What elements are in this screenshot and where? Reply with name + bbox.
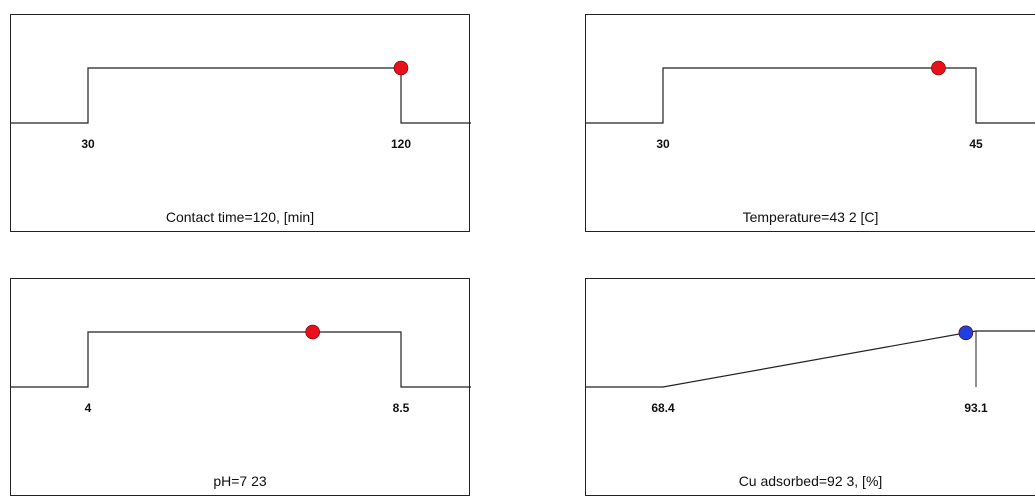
desirability-curve — [11, 67, 471, 124]
tick-label-high: 45 — [969, 137, 983, 151]
tick-label-low: 30 — [81, 137, 95, 151]
panel-temperature: 30 45 Temperature=43 2 [C] — [585, 14, 1035, 232]
caption-contact-time: Contact time=120, [min] — [165, 209, 315, 225]
desirability-curve — [586, 330, 1035, 388]
plot-temperature: 30 45 — [586, 60, 1035, 151]
plot-ph: 4 8.5 — [11, 324, 471, 415]
caption-ph: pH=7 23 — [213, 473, 267, 489]
caption-cu-adsorbed: Cu adsorbed=92 3, [%] — [738, 473, 883, 489]
current-value-marker — [305, 324, 320, 340]
panel-cu-adsorbed: 68.4 93.1 Cu adsorbed=92 3, [%] — [585, 278, 1035, 496]
tick-label-high: 93.1 — [964, 401, 988, 415]
tick-label-low: 4 — [85, 401, 92, 415]
caption-temperature: Temperature=43 2 [C] — [742, 209, 879, 225]
desirability-curve — [11, 331, 471, 388]
tick-label-high: 120 — [391, 137, 411, 151]
current-value-marker — [931, 60, 946, 76]
tick-label-low: 30 — [656, 137, 670, 151]
panel-contact-time: 30 120 Contact time=120, [min] — [10, 14, 471, 232]
panel-ph: 4 8.5 pH=7 23 — [10, 278, 471, 496]
desirability-curve — [586, 67, 1035, 124]
tick-label-low: 68.4 — [651, 401, 675, 415]
plot-contact-time: 30 120 — [11, 60, 471, 151]
current-value-marker — [393, 60, 409, 76]
plot-cu-adsorbed: 68.4 93.1 — [586, 325, 1035, 415]
current-value-marker — [958, 325, 974, 341]
tick-label-high: 8.5 — [393, 401, 410, 415]
